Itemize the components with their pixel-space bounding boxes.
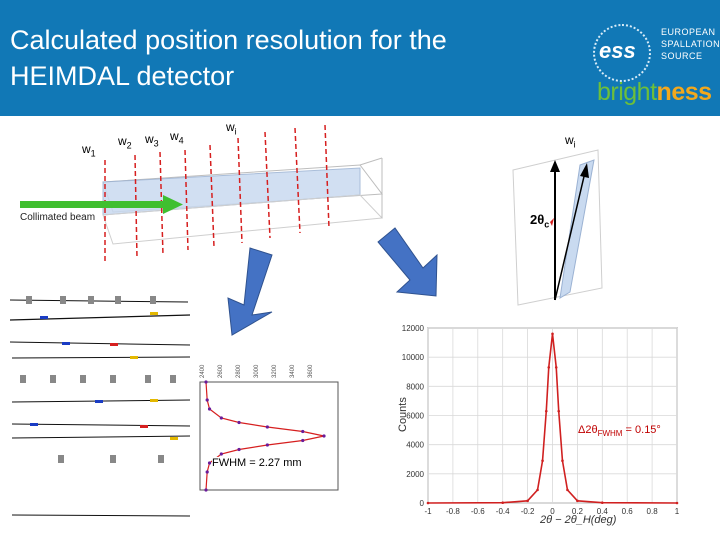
slide-title: Calculated position resolution for the H… — [10, 22, 570, 94]
profile-point — [265, 443, 269, 447]
brightness-logo: brightness — [597, 78, 712, 107]
collimated-beam-label: Collimated beam — [20, 212, 96, 223]
wire-geometry-sketch — [512, 149, 603, 306]
x-tick-label: 0.8 — [647, 507, 659, 516]
profile-point — [205, 398, 209, 402]
profile-point — [204, 488, 208, 492]
svg-text:3200: 3200 — [272, 364, 278, 378]
ess-ring-icon — [593, 24, 651, 82]
track-events-panel — [9, 296, 191, 517]
org-line-3: SOURCE — [661, 51, 703, 61]
fwhm-angle-annotation: Δ2θFWHM = 0.15° — [578, 424, 661, 439]
x-tick-label: 0 — [550, 507, 555, 516]
svg-text:2600: 2600 — [218, 364, 224, 378]
title-line-2: HEIMDAL detector — [10, 61, 235, 91]
y-tick-label: 0 — [420, 499, 425, 508]
label-wi-right: wi — [565, 133, 576, 150]
x-tick-label: 0.6 — [622, 507, 634, 516]
data-point — [526, 499, 529, 503]
data-point — [557, 409, 561, 413]
label-wi: wi — [226, 120, 237, 137]
flow-arrow-right — [377, 227, 438, 297]
data-point — [576, 499, 579, 503]
svg-text:3400: 3400 — [290, 364, 296, 378]
scattering-angle-label: 2θc — [530, 212, 550, 230]
profile-point — [237, 420, 241, 425]
chart-series — [426, 332, 679, 505]
org-line-1: EUROPEAN — [661, 27, 716, 37]
data-point — [566, 488, 569, 492]
title-line-1: Calculated position resolution for the — [10, 25, 447, 55]
position-profile-plot: 2400 2600 2800 3000 3200 3400 3600 — [199, 364, 339, 492]
svg-text:3600: 3600 — [308, 364, 314, 378]
y-tick-label: 6000 — [406, 412, 424, 421]
ess-logo: ess EUROPEAN SPALLATION SOURCE brightnes… — [585, 18, 720, 110]
profile-point — [207, 461, 212, 465]
data-point — [536, 488, 539, 492]
label-w1: w1 — [82, 142, 96, 159]
svg-text:2800: 2800 — [236, 364, 242, 378]
chart-x-label: 2θ − 2θ_H(deg) — [539, 514, 617, 526]
ess-org-name: EUROPEAN SPALLATION SOURCE — [661, 26, 720, 62]
svg-text:3000: 3000 — [254, 364, 260, 378]
profile-point — [322, 434, 326, 438]
profile-point — [204, 380, 208, 384]
data-point — [675, 501, 679, 505]
fwhm-position-annotation: FWHM = 2.27 mm — [212, 457, 302, 469]
chart-y-ticks: 0 2000 4000 6000 8000 10000 12000 — [402, 324, 425, 508]
counts-chart: 0 2000 4000 6000 8000 10000 12000 -1 -0.8 -0.6 -0… — [397, 324, 680, 526]
brightness-prefix: bright — [597, 78, 657, 106]
profile-point — [301, 429, 305, 434]
data-point — [601, 501, 604, 505]
profile-point — [207, 407, 212, 411]
brightness-suffix: ness — [656, 78, 712, 106]
org-line-2: SPALLATION — [661, 39, 720, 49]
ess-mark: ess — [599, 38, 636, 63]
data-point — [501, 501, 505, 505]
profile-point — [301, 438, 305, 443]
y-tick-label: 4000 — [406, 441, 424, 450]
data-point — [551, 332, 554, 336]
title-banner: Calculated position resolution for the H… — [0, 0, 720, 116]
label-w2: w2 — [118, 134, 132, 151]
flow-arrow-left — [227, 247, 273, 336]
x-tick-label: -0.2 — [521, 507, 535, 516]
x-tick-label: -0.4 — [496, 507, 510, 516]
y-tick-label: 12000 — [402, 324, 425, 333]
y-tick-label: 8000 — [406, 382, 424, 391]
svg-text:2400: 2400 — [200, 364, 206, 378]
data-point — [554, 366, 558, 369]
chart-x-ticks: -1 -0.8 -0.6 -0.4 -0.2 0 0.2 0.4 0.6 0.8 1 — [424, 507, 679, 516]
data-point — [426, 501, 430, 505]
x-tick-label: -1 — [424, 507, 432, 516]
x-tick-label: 0.4 — [597, 507, 609, 516]
x-tick-label: -0.6 — [471, 507, 485, 516]
x-tick-label: 0.2 — [572, 507, 584, 516]
data-point — [544, 409, 548, 413]
data-point — [561, 459, 564, 463]
y-tick-label: 2000 — [406, 470, 424, 479]
x-tick-label: 1 — [675, 507, 680, 516]
profile-point — [265, 425, 269, 429]
profile-point — [219, 416, 223, 420]
chart-y-label: Counts — [397, 397, 409, 432]
data-point — [547, 366, 551, 369]
data-point — [541, 459, 544, 463]
x-tick-label: -0.8 — [446, 507, 460, 516]
collimated-beam-arrow — [20, 195, 183, 214]
profile-point — [205, 470, 209, 474]
profile-point — [219, 452, 223, 456]
label-w3: w3 — [145, 132, 159, 149]
profile-point — [237, 447, 241, 452]
y-tick-label: 10000 — [402, 353, 425, 362]
label-w4: w4 — [170, 129, 184, 146]
